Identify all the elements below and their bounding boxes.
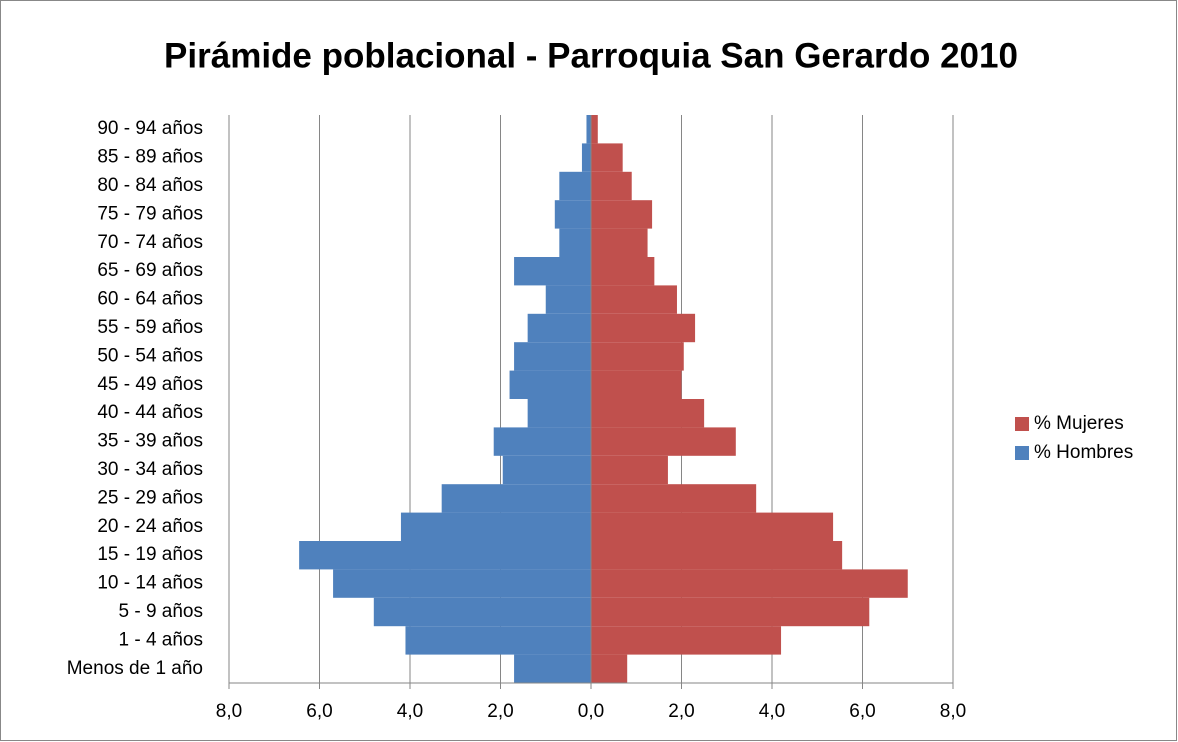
- bar: [559, 228, 591, 257]
- bar: [509, 370, 591, 399]
- x-tick-label: 2,0: [487, 701, 513, 722]
- bar: [545, 285, 591, 314]
- x-tick-label: 2,0: [668, 701, 694, 722]
- bar: [591, 427, 736, 456]
- y-tick-label: 80 - 84 años: [97, 175, 203, 196]
- bar: [299, 541, 591, 570]
- bar: [591, 143, 623, 172]
- y-tick-label: 75 - 79 años: [97, 203, 203, 224]
- bar: [591, 313, 696, 343]
- bar: [591, 626, 782, 655]
- y-tick-label: 60 - 64 años: [97, 289, 203, 310]
- bar: [333, 569, 591, 598]
- bar: [591, 512, 834, 541]
- bar: [591, 171, 632, 201]
- bar: [591, 228, 648, 257]
- legend-label: % Hombres: [1034, 442, 1133, 463]
- y-tick-label: 1 - 4 años: [119, 629, 204, 650]
- x-tick-label: 8,0: [940, 701, 966, 722]
- bar: [591, 257, 655, 286]
- bar: [493, 427, 591, 456]
- y-tick-label: 20 - 24 años: [97, 516, 203, 537]
- y-tick-label: 70 - 74 años: [97, 232, 203, 253]
- bar: [502, 455, 591, 485]
- bar: [400, 512, 591, 541]
- bar: [591, 342, 684, 371]
- bar: [527, 313, 591, 343]
- bar: [591, 200, 653, 229]
- bar: [591, 115, 598, 144]
- bar: [591, 484, 757, 513]
- bar: [586, 115, 591, 144]
- x-tick-label: 0,0: [578, 701, 604, 722]
- x-tick-label: 6,0: [849, 701, 875, 722]
- bar: [514, 654, 591, 683]
- y-tick-label: Menos de 1 año: [67, 658, 203, 679]
- bar: [591, 399, 705, 428]
- bar: [591, 285, 677, 314]
- bar: [591, 569, 908, 598]
- legend-swatch: [1015, 417, 1029, 431]
- y-tick-label: 65 - 69 años: [97, 260, 203, 281]
- bar: [514, 257, 591, 286]
- bar: [441, 484, 591, 513]
- x-tick-label: 8,0: [216, 701, 242, 722]
- bar: [554, 200, 591, 229]
- y-tick-label: 5 - 9 años: [119, 601, 204, 622]
- y-tick-label: 85 - 89 años: [97, 147, 203, 168]
- y-tick-label: 30 - 34 años: [97, 459, 203, 480]
- bar: [591, 370, 682, 399]
- bar: [527, 399, 591, 428]
- y-tick-label: 10 - 14 años: [97, 573, 203, 594]
- y-tick-label: 45 - 49 años: [97, 374, 203, 395]
- legend-label: % Mujeres: [1034, 413, 1124, 434]
- bar: [373, 597, 591, 627]
- y-tick-label: 25 - 29 años: [97, 487, 203, 508]
- y-tick-label: 55 - 59 años: [97, 317, 203, 338]
- y-tick-label: 40 - 44 años: [97, 402, 203, 423]
- bar: [591, 597, 870, 627]
- bar: [405, 626, 591, 655]
- y-tick-label: 50 - 54 años: [97, 345, 203, 366]
- x-tick-label: 4,0: [759, 701, 785, 722]
- y-tick-label: 15 - 19 años: [97, 544, 203, 565]
- x-tick-label: 6,0: [306, 701, 332, 722]
- y-tick-label: 35 - 39 años: [97, 431, 203, 452]
- bar: [591, 455, 668, 485]
- bar: [591, 541, 843, 570]
- y-tick-label: 90 - 94 años: [97, 118, 203, 139]
- bar: [591, 654, 628, 683]
- chart-title: Pirámide poblacional - Parroquia San Ger…: [164, 36, 1018, 75]
- bar: [514, 342, 591, 371]
- x-tick-label: 4,0: [397, 701, 423, 722]
- bar: [581, 143, 591, 172]
- bar: [559, 171, 591, 201]
- legend-swatch: [1015, 446, 1029, 460]
